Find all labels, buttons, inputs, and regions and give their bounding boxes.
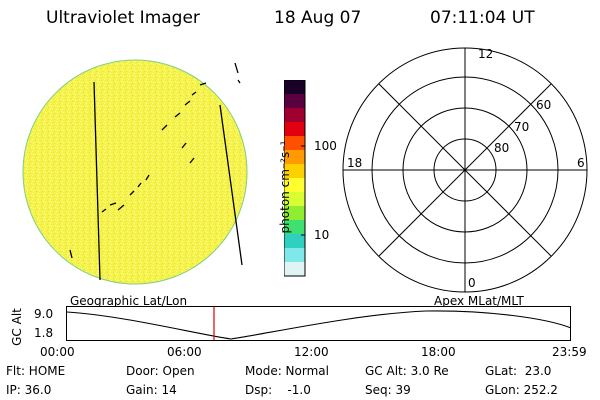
colorbar-tick-100: 100 — [314, 139, 337, 153]
status-seq: Seq: 39 — [365, 383, 411, 397]
timeline-xtick-0: 00:00 — [40, 345, 75, 359]
meridian-line — [93, 81, 101, 281]
mlt-label-18: 18 — [347, 156, 363, 170]
altitude-curve — [66, 310, 572, 340]
colorbar-swatch — [284, 94, 305, 109]
mlt-label-12: 12 — [478, 47, 494, 61]
lat-line-segment — [101, 174, 150, 213]
colorbar-swatch — [284, 234, 305, 249]
date-label: 18 Aug 07 — [274, 8, 362, 28]
status-flt: Flt: HOME — [6, 364, 66, 378]
colorbar-tick-10: 10 — [314, 228, 330, 242]
colorbar-swatch — [284, 136, 305, 151]
mlat-label-80: 80 — [494, 141, 510, 155]
colorbar-swatch — [284, 150, 305, 165]
time-label: 07:11:04 UT — [430, 8, 535, 28]
polar-projection-label: Apex MLat/MLT — [434, 294, 524, 308]
status-gain: Gain: 14 — [126, 383, 177, 397]
lat-line-segment — [161, 82, 207, 164]
status-dsp: Dsp: -1.0 — [245, 383, 311, 397]
status-door: Door: Open — [126, 364, 195, 378]
colorbar-swatch — [284, 192, 305, 207]
polar-plot — [342, 47, 588, 293]
timeline-xtick-1: 06:00 — [167, 345, 202, 359]
status-gcalt: GC Alt: 3.0 Re — [365, 364, 449, 378]
timeline-xtick-2: 12:00 — [294, 345, 329, 359]
colorbar-swatch — [284, 220, 305, 235]
timeline-ymax: 9.0 — [34, 307, 54, 321]
mlat-label-60: 60 — [536, 98, 552, 112]
colorbar-swatch — [284, 262, 305, 277]
status-glon: GLon: 252.2 — [485, 383, 558, 397]
timeline-xtick-3: 18:00 — [421, 345, 456, 359]
polar-diagonal — [378, 83, 552, 257]
status-glat: GLat: 23.0 — [485, 364, 552, 378]
colorbar-swatch — [284, 178, 305, 193]
colorbar-swatch — [284, 80, 305, 95]
colorbar-swatch — [284, 164, 305, 179]
altitude-timeline — [66, 306, 572, 341]
mlt-label-0: 0 — [468, 276, 476, 290]
colorbar — [284, 80, 306, 277]
colorbar-swatch — [284, 248, 305, 263]
lat-line-segment — [69, 62, 241, 259]
meridian-line — [219, 104, 243, 266]
status-ip: IP: 36.0 — [6, 383, 52, 397]
colorbar-axis-label: photon cm⁻²s⁻¹ — [278, 140, 292, 234]
colorbar-swatch — [284, 108, 305, 123]
mlat-label-70: 70 — [514, 120, 530, 134]
uv-image-disk — [22, 59, 248, 285]
mlt-label-6: 6 — [577, 156, 585, 170]
timeline-xtick-4: 23:59 — [552, 345, 587, 359]
image-disk-fill — [22, 59, 248, 285]
timeline-ymin: 1.8 — [34, 326, 54, 340]
colorbar-swatch — [284, 122, 305, 137]
colorbar-swatch — [284, 206, 305, 221]
imager-projection-label: Geographic Lat/Lon — [70, 294, 188, 308]
instrument-title: Ultraviolet Imager — [46, 8, 200, 28]
timeline-ylabel: GC Alt — [10, 308, 24, 346]
status-mode: Mode: Normal — [245, 364, 329, 378]
